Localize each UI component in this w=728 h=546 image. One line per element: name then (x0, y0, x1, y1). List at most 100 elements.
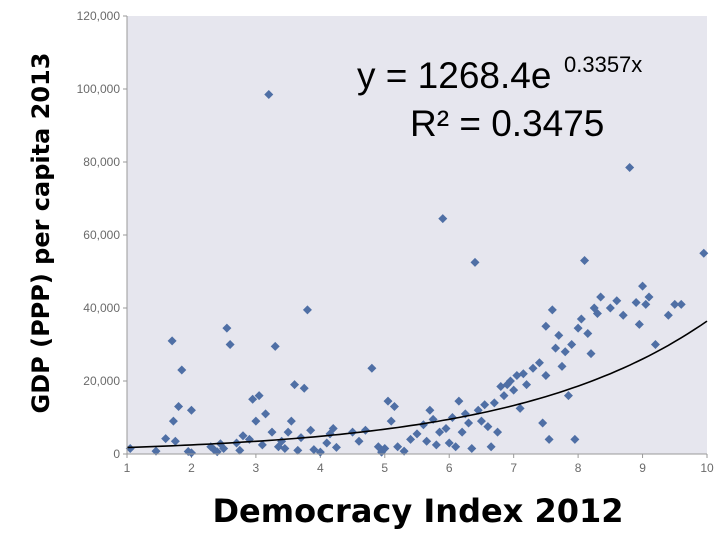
data-point (348, 427, 358, 437)
data-point (290, 380, 300, 390)
data-point (267, 427, 277, 437)
data-point (699, 248, 709, 258)
data-point (634, 319, 644, 329)
data-point (592, 308, 602, 318)
data-point (235, 445, 245, 455)
x-tick-label: 1 (124, 461, 131, 475)
data-point (457, 427, 467, 437)
data-point (431, 440, 441, 450)
data-point (270, 341, 280, 351)
data-point (641, 299, 651, 309)
data-point (125, 444, 135, 454)
data-point (380, 444, 390, 454)
data-point (283, 427, 293, 437)
data-point (534, 358, 544, 368)
data-point (389, 402, 399, 412)
data-point (515, 403, 525, 413)
data-point (238, 431, 248, 441)
x-tick-label: 4 (317, 461, 324, 475)
data-point (493, 427, 503, 437)
data-point (174, 402, 184, 412)
data-point (386, 416, 396, 426)
data-point (489, 398, 499, 408)
data-point (186, 405, 196, 415)
data-point (161, 434, 171, 444)
data-point (422, 436, 432, 446)
data-point (186, 448, 196, 458)
data-point (399, 446, 409, 456)
data-point (302, 305, 312, 315)
data-point (528, 363, 538, 373)
x-tick-label: 8 (575, 461, 582, 475)
data-point (441, 423, 451, 433)
data-point (470, 257, 480, 267)
data-point (293, 445, 303, 455)
data-point (483, 422, 493, 432)
y-tick-label: 100,000 (77, 82, 121, 96)
data-point (451, 442, 461, 452)
data-point (638, 281, 648, 291)
data-point (538, 418, 548, 428)
data-point (383, 396, 393, 406)
data-point (631, 298, 641, 308)
data-point (605, 303, 615, 313)
data-point (663, 310, 673, 320)
data-point (480, 400, 490, 410)
data-point (367, 363, 377, 373)
y-tick-label: 20,000 (83, 374, 120, 388)
data-point (576, 314, 586, 324)
x-tick-label: 2 (188, 461, 195, 475)
data-point (512, 371, 522, 381)
data-point (435, 427, 445, 437)
data-point (406, 434, 416, 444)
x-tick-label: 3 (253, 461, 260, 475)
data-point (496, 381, 506, 391)
data-point (167, 336, 177, 346)
data-point (168, 416, 178, 426)
r-squared: R² = 0.3475 (410, 103, 604, 144)
data-point (222, 323, 232, 333)
data-point (170, 436, 180, 446)
data-point (354, 436, 364, 446)
data-point (257, 440, 267, 450)
data-point (557, 361, 567, 371)
data-point (554, 330, 564, 340)
data-point (670, 299, 680, 309)
data-point (650, 340, 660, 349)
data-point (151, 446, 161, 456)
y-tick-label: 60,000 (83, 228, 120, 242)
data-point (299, 383, 309, 393)
y-tick-label: 40,000 (83, 301, 120, 315)
data-point (467, 444, 477, 454)
data-point (509, 385, 519, 395)
data-point (476, 416, 486, 426)
data-point (499, 391, 509, 401)
equation-main: y = 1268.4e (357, 55, 551, 96)
data-point (544, 434, 554, 444)
data-point (586, 349, 596, 359)
data-point (454, 396, 464, 406)
data-point (625, 162, 635, 172)
data-point (306, 425, 316, 435)
data-point (264, 89, 274, 99)
data-point (248, 394, 258, 404)
data-point (563, 391, 573, 401)
data-point (567, 340, 577, 349)
x-tick-label: 7 (510, 461, 517, 475)
data-point (286, 416, 296, 426)
plot-area (127, 16, 707, 454)
data-point (547, 305, 557, 315)
data-point (570, 434, 580, 444)
x-tick-label: 5 (381, 461, 388, 475)
y-axis-label: GDP (PPP) per capita 2013 (27, 53, 55, 414)
x-tick-label: 10 (700, 461, 714, 475)
data-point (331, 442, 341, 452)
data-point (425, 405, 435, 415)
data-point (518, 369, 528, 379)
data-point (612, 296, 622, 306)
data-point (444, 438, 454, 448)
data-point (438, 214, 448, 224)
data-point (644, 292, 654, 302)
data-point (328, 423, 338, 433)
